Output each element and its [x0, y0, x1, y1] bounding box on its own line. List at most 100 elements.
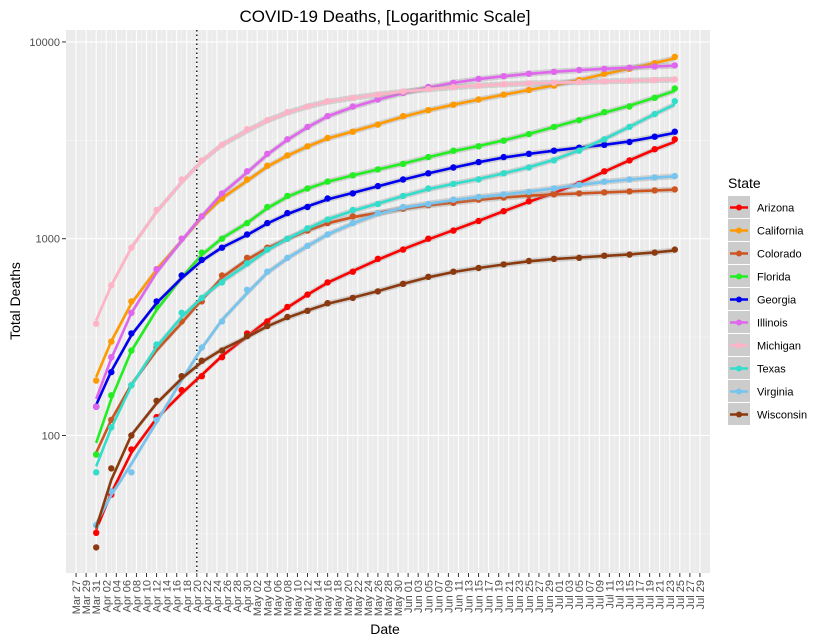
data-point — [264, 246, 271, 253]
legend-item-virginia: Virginia — [728, 380, 794, 402]
data-point — [576, 117, 583, 124]
data-point — [550, 185, 558, 192]
data-point — [500, 81, 507, 88]
y-tick-label: 100 — [42, 430, 60, 442]
x-tick-label: May 24 — [363, 580, 375, 616]
data-point — [550, 191, 558, 198]
data-point — [153, 397, 160, 404]
data-point — [626, 176, 633, 183]
data-point — [324, 178, 331, 185]
data-point — [671, 246, 678, 253]
x-tick-label: Jun 29 — [544, 580, 556, 613]
legend-key-point — [736, 319, 742, 326]
data-point — [243, 231, 251, 238]
x-tick-label: Jul 25 — [675, 580, 687, 609]
data-point — [475, 158, 482, 166]
x-tick-label: Jun 09 — [443, 580, 455, 613]
data-point — [550, 147, 558, 154]
data-point — [93, 451, 100, 458]
data-point — [178, 176, 185, 183]
data-point — [671, 186, 678, 193]
data-point — [576, 147, 583, 154]
x-tick-label: May 22 — [353, 580, 365, 616]
data-point — [264, 318, 271, 325]
data-point — [500, 170, 507, 177]
legend-label: Florida — [757, 272, 792, 284]
data-point — [500, 137, 507, 144]
x-tick-label: Jul 15 — [625, 580, 637, 609]
data-point — [349, 190, 356, 197]
data-point — [475, 217, 482, 225]
data-point — [349, 103, 356, 110]
legend-key-point — [736, 296, 742, 303]
trend-line — [94, 64, 675, 400]
data-point — [525, 257, 533, 265]
data-point — [374, 121, 382, 128]
data-point — [349, 219, 356, 227]
data-point — [525, 130, 533, 138]
data-point — [374, 255, 382, 262]
data-point — [374, 182, 382, 190]
data-point — [284, 209, 291, 217]
data-point — [626, 123, 633, 131]
x-tick-label: Jun 03 — [413, 580, 425, 613]
x-tick-label: Apr 16 — [172, 580, 184, 612]
legend-key-point — [736, 365, 742, 372]
data-point — [671, 172, 678, 180]
data-point — [218, 272, 226, 279]
data-point — [601, 168, 608, 175]
x-tick-label: Jul 23 — [665, 580, 677, 609]
legend-label: Arizona — [757, 203, 795, 215]
x-axis-title: Date — [370, 621, 400, 637]
data-point — [284, 136, 291, 143]
x-tick-label: May 12 — [303, 580, 315, 616]
legend-key-point — [736, 273, 742, 280]
data-point — [108, 338, 115, 345]
legend-label: Wisconsin — [757, 410, 807, 422]
data-point — [198, 344, 205, 351]
data-point — [671, 76, 678, 83]
data-point — [243, 126, 251, 133]
data-point — [178, 309, 185, 316]
legend-key-point — [736, 411, 742, 418]
legend-key-point — [736, 250, 742, 257]
x-tick-label: May 06 — [272, 580, 284, 616]
data-point — [425, 273, 432, 280]
legend-key-point — [736, 388, 742, 395]
data-point — [374, 288, 382, 295]
x-tick-label: Apr 28 — [232, 580, 244, 612]
data-point — [601, 65, 608, 73]
data-point — [178, 235, 185, 242]
legend-item-colorado: Colorado — [728, 242, 802, 264]
data-point — [108, 465, 115, 472]
data-point — [550, 123, 558, 131]
legend-key-point — [736, 227, 742, 234]
data-point — [450, 227, 457, 234]
data-point — [284, 235, 291, 242]
data-point — [576, 254, 583, 261]
data-point — [651, 187, 658, 194]
data-point — [304, 103, 311, 110]
data-point — [93, 403, 100, 410]
data-point — [93, 377, 100, 384]
data-point — [324, 112, 331, 120]
data-point — [399, 112, 407, 120]
x-tick-label: Jun 19 — [494, 580, 506, 613]
data-point — [128, 330, 135, 337]
legend-item-wisconsin: Wisconsin — [728, 403, 807, 425]
data-point — [651, 249, 658, 256]
data-point — [450, 268, 457, 275]
x-tick-label: Jun 21 — [504, 580, 516, 613]
data-point — [475, 75, 482, 83]
data-point — [153, 341, 160, 348]
data-point — [374, 96, 382, 103]
data-point — [626, 138, 633, 146]
x-tick-label: Jul 21 — [655, 580, 667, 609]
x-tick-label: Jul 13 — [614, 580, 626, 609]
data-point — [450, 147, 457, 154]
data-point — [349, 213, 356, 220]
x-tick-label: Apr 26 — [222, 580, 234, 612]
data-point — [264, 117, 271, 124]
data-point — [304, 123, 311, 131]
data-point — [93, 544, 100, 551]
